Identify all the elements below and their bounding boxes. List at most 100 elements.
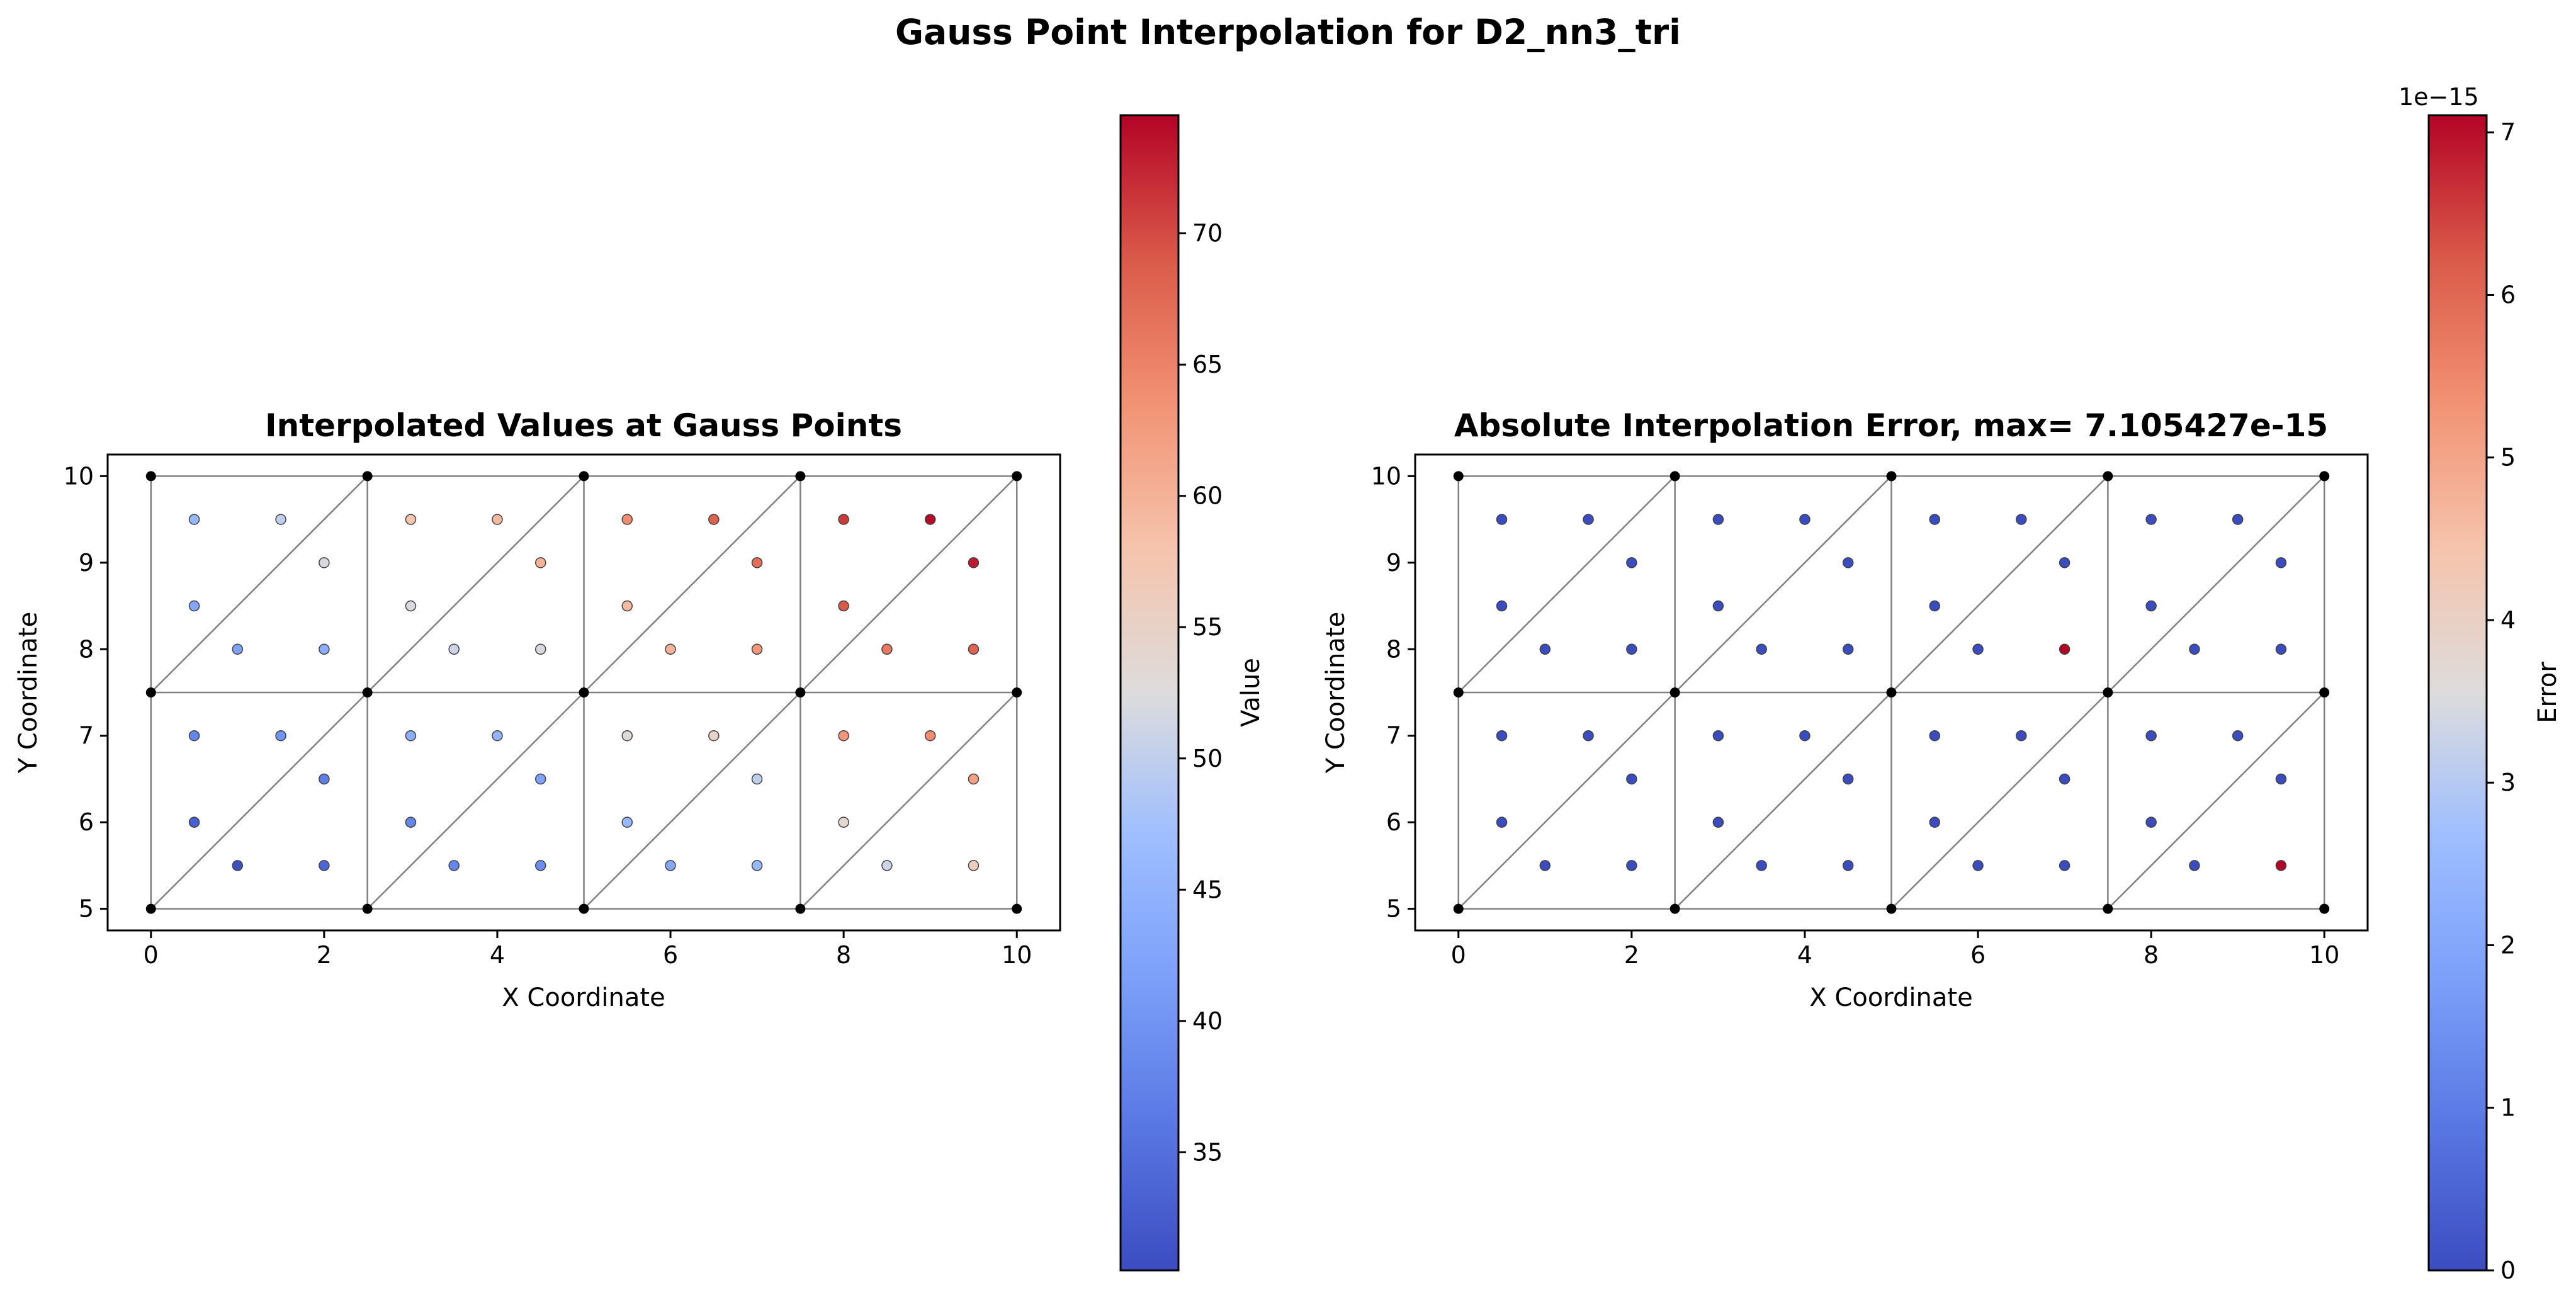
x-tick-label: 0: [1451, 941, 1466, 969]
x-tick-label: 6: [663, 941, 678, 969]
gauss-point: [232, 643, 244, 655]
gauss-point: [2275, 860, 2287, 871]
x-tick-label: 0: [144, 941, 159, 969]
gauss-point: [534, 773, 546, 785]
mesh-diagonal: [1674, 475, 1892, 693]
mesh-node: [1886, 903, 1897, 914]
mesh-node: [795, 687, 806, 698]
x-tick-label: 10: [2309, 941, 2339, 969]
gauss-point: [1583, 514, 1594, 525]
mesh-node: [2103, 903, 2113, 914]
mesh-diagonal: [1674, 692, 1892, 910]
gauss-point: [2059, 773, 2070, 785]
figure-title: Gauss Point Interpolation for D2_nn3_tri: [895, 12, 1681, 52]
mesh-diagonal: [150, 475, 368, 693]
colorbar-tick-label: 3: [2500, 769, 2516, 796]
gauss-point: [621, 816, 633, 828]
y-tick-label: 9: [79, 549, 94, 577]
gauss-point: [1756, 860, 1767, 871]
gauss-point: [665, 860, 676, 871]
gauss-point: [188, 730, 200, 742]
gauss-point: [1842, 860, 1854, 871]
gauss-point: [2189, 643, 2200, 655]
gauss-point: [275, 730, 286, 742]
gauss-point: [1842, 557, 1854, 568]
mesh-node: [1453, 471, 1464, 482]
gauss-point: [751, 860, 763, 871]
error-axes: 0 2 4 6 8 10 5 6 7 8 9 10: [1371, 462, 2340, 969]
gauss-point: [838, 816, 849, 828]
gauss-point: [1583, 730, 1594, 742]
gauss-point: [1626, 773, 1637, 785]
values-panel: Interpolated Values at Gauss Points 0 2 4 6…: [14, 114, 1265, 1272]
y-tick-label: 9: [1386, 549, 1401, 577]
mesh-node: [1886, 471, 1897, 482]
gauss-point: [188, 600, 200, 612]
gauss-point: [751, 773, 763, 785]
gauss-point: [1972, 643, 1984, 655]
y-tick-label: 8: [79, 635, 94, 663]
gauss-point: [1929, 816, 1941, 828]
gauss-point: [232, 860, 244, 871]
mesh-node: [579, 471, 589, 482]
mesh-node: [795, 471, 806, 482]
gauss-point: [838, 514, 849, 525]
y-tick-label: 7: [79, 722, 94, 750]
x-tick-label: 10: [1002, 941, 1032, 969]
gauss-point: [405, 816, 417, 828]
y-tick-label: 7: [1386, 722, 1401, 750]
gauss-point: [534, 643, 546, 655]
gauss-point: [2189, 860, 2200, 871]
gauss-point: [1756, 643, 1767, 655]
mesh-diagonal: [1457, 692, 1676, 910]
gauss-point: [2275, 557, 2287, 568]
mesh-node: [1453, 687, 1464, 698]
gauss-point: [2145, 816, 2157, 828]
mesh-node: [2103, 471, 2113, 482]
y-tick-label: 8: [1386, 635, 1401, 663]
x-tick-label: 6: [1970, 941, 1986, 969]
mesh-diagonal: [2107, 475, 2325, 693]
error-colorbar: [2427, 114, 2488, 1272]
mesh-diagonal: [150, 692, 368, 910]
values-colorbar: [1119, 114, 1180, 1272]
colorbar-tick-label: 1: [2500, 1094, 2516, 1122]
gauss-point: [275, 514, 286, 525]
gauss-point: [1972, 860, 1984, 871]
gauss-point: [1496, 600, 1508, 612]
colorbar-tick-label: 40: [1192, 1007, 1223, 1035]
gauss-point: [924, 730, 936, 742]
colorbar-tick-label: 4: [2500, 606, 2516, 634]
y-tick-label: 6: [79, 808, 94, 836]
colorbar-tick-label: 5: [2500, 444, 2516, 472]
gauss-point: [448, 643, 460, 655]
colorbar-tick-label: 55: [1192, 613, 1223, 641]
gauss-point: [319, 773, 330, 785]
mesh-diagonal: [2107, 692, 2325, 910]
gauss-point: [1539, 643, 1551, 655]
gauss-point: [1712, 816, 1724, 828]
colorbar-tick-label: 70: [1192, 220, 1223, 247]
gauss-point: [2059, 557, 2070, 568]
values-x-axis-label: X Coordinate: [502, 983, 665, 1012]
mesh-node: [1012, 903, 1022, 914]
mesh-node: [2319, 687, 2330, 698]
gauss-point: [1799, 514, 1811, 525]
gauss-point: [751, 557, 763, 568]
gauss-point: [1842, 773, 1854, 785]
gauss-point: [188, 816, 200, 828]
error-colorbar-offset-text: 1e−15: [2398, 83, 2479, 111]
error-plot-frame: [1414, 453, 2369, 932]
gauss-point: [405, 600, 417, 612]
gauss-point: [2275, 643, 2287, 655]
gauss-point: [2059, 860, 2070, 871]
gauss-point: [534, 557, 546, 568]
x-tick-label: 4: [490, 941, 505, 969]
mesh-node: [2319, 903, 2330, 914]
mesh-node: [362, 471, 373, 482]
mesh-node: [145, 903, 156, 914]
gauss-point: [751, 643, 763, 655]
gauss-point: [708, 730, 720, 742]
gauss-point: [2016, 730, 2027, 742]
x-tick-label: 2: [1624, 941, 1639, 969]
